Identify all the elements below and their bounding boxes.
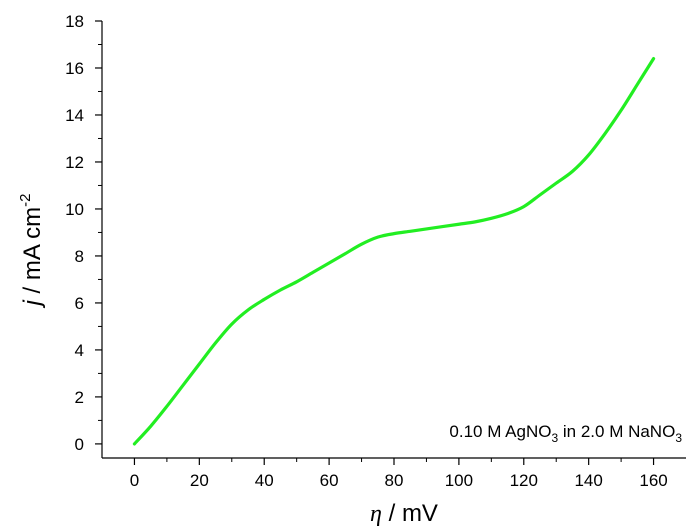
annotation-subscript-2: 3 <box>675 431 682 445</box>
x-axis-symbol: η <box>370 501 382 527</box>
annotation-prefix: 0.10 M AgNO <box>449 422 551 441</box>
y-tick-label: 4 <box>75 341 84 360</box>
y-axis-unit: / mA cm <box>19 207 46 300</box>
y-axis-label: j / mA cm-2 <box>17 193 46 308</box>
y-axis-symbol: j <box>19 300 46 309</box>
y-tick-label: 6 <box>75 294 84 313</box>
annotation-subscript-1: 3 <box>551 431 558 445</box>
y-tick-label: 8 <box>75 247 84 266</box>
annotation-middle: in 2.0 M NaNO <box>558 422 675 441</box>
y-tick-label: 14 <box>65 106 84 125</box>
y-tick-label: 10 <box>65 200 84 219</box>
x-tick-label: 60 <box>320 471 339 490</box>
x-tick-label: 120 <box>510 471 538 490</box>
y-tick-label: 12 <box>65 153 84 172</box>
y-tick-label: 0 <box>75 435 84 454</box>
y-tick-label: 2 <box>75 388 84 407</box>
x-axis-unit: / mV <box>382 500 438 527</box>
x-tick-label: 0 <box>130 471 139 490</box>
x-tick-label: 140 <box>574 471 602 490</box>
x-tick-label: 20 <box>190 471 209 490</box>
axes <box>101 21 686 459</box>
chart-annotation: 0.10 M AgNO3 in 2.0 M NaNO3 <box>449 422 682 445</box>
x-axis-label: η / mV <box>370 500 438 527</box>
x-tick-label: 80 <box>385 471 404 490</box>
series-line <box>132 56 656 446</box>
x-tick-label: 160 <box>639 471 667 490</box>
x-tick-label: 40 <box>255 471 274 490</box>
x-tick-label: 100 <box>445 471 473 490</box>
ticks: 0 20 40 60 80 100 120 140 160 0 2 4 6 8 10 12 14 16 18 <box>65 12 668 490</box>
y-axis-superscript: -2 <box>17 193 34 206</box>
series-layer <box>132 56 656 446</box>
y-tick-label: 18 <box>65 12 84 31</box>
y-tick-label: 16 <box>65 59 84 78</box>
